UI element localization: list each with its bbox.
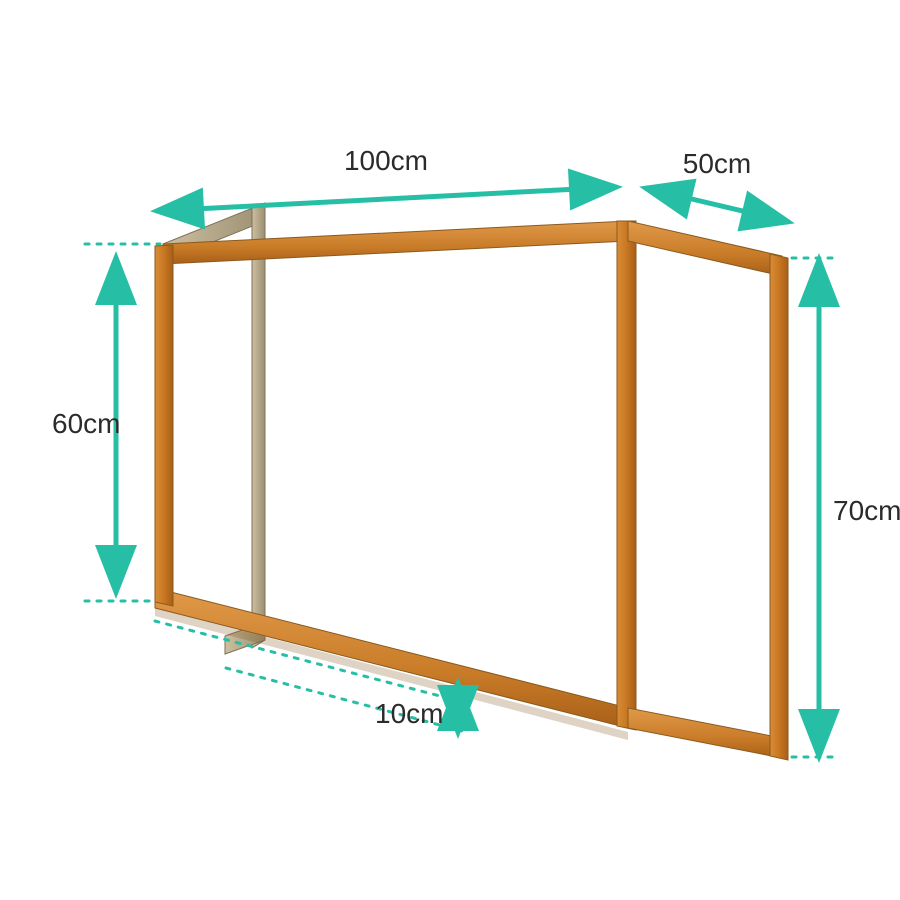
dimension-label-depth_right: 50cm: [683, 148, 751, 179]
dimension-arrow-width_front: [156, 187, 617, 211]
dimension-label-height_front: 60cm: [52, 408, 120, 439]
panel-front: [155, 221, 636, 740]
panel-right: [628, 221, 788, 760]
dimension-label-width_front: 100cm: [344, 145, 428, 176]
dimension-label-ground_gap: 10cm: [375, 698, 443, 729]
dimension-arrow-depth_right: [645, 188, 789, 222]
dimension-diagram: 100cm 50cm 60cm 70cm 10cm: [0, 0, 900, 900]
panel-rear-left: [163, 203, 265, 654]
dimension-label-height_side: 70cm: [833, 495, 900, 526]
